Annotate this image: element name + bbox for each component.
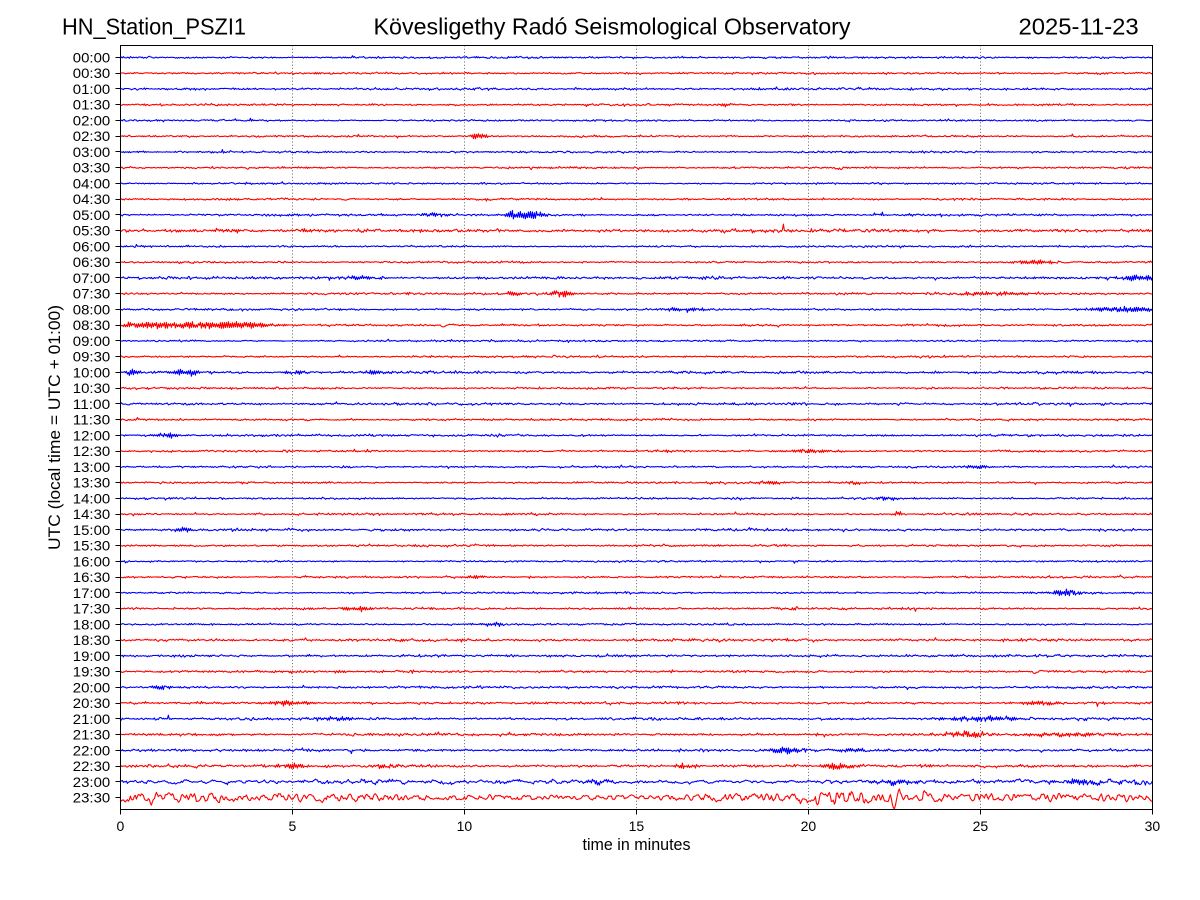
svg-text:14:30: 14:30: [73, 506, 111, 522]
svg-text:10:30: 10:30: [73, 380, 111, 396]
svg-text:0: 0: [117, 818, 125, 834]
svg-text:09:00: 09:00: [73, 333, 111, 349]
svg-text:07:30: 07:30: [73, 286, 111, 302]
svg-text:HN_Station_PSZI1: HN_Station_PSZI1: [62, 14, 246, 40]
svg-text:13:30: 13:30: [73, 475, 111, 491]
svg-text:15:30: 15:30: [73, 538, 111, 554]
svg-text:20:00: 20:00: [73, 679, 111, 695]
svg-text:05:00: 05:00: [73, 207, 111, 223]
svg-text:22:30: 22:30: [73, 758, 111, 774]
svg-text:17:30: 17:30: [73, 601, 111, 617]
svg-text:22:00: 22:00: [73, 742, 111, 758]
svg-text:03:30: 03:30: [73, 160, 111, 176]
svg-text:06:30: 06:30: [73, 254, 111, 270]
svg-text:UTC (local time = UTC + 01:00): UTC (local time = UTC + 01:00): [46, 305, 64, 550]
svg-text:04:30: 04:30: [73, 191, 111, 207]
svg-text:19:00: 19:00: [73, 648, 111, 664]
svg-text:11:30: 11:30: [73, 412, 111, 428]
svg-text:09:30: 09:30: [73, 349, 111, 365]
svg-text:2025-11-23: 2025-11-23: [1019, 14, 1139, 40]
svg-text:17:00: 17:00: [73, 585, 111, 601]
svg-text:15:00: 15:00: [73, 522, 111, 538]
svg-text:05:30: 05:30: [73, 223, 111, 239]
svg-text:15: 15: [629, 818, 645, 834]
svg-text:18:00: 18:00: [73, 616, 111, 632]
svg-text:14:00: 14:00: [73, 490, 111, 506]
svg-text:time in minutes: time in minutes: [583, 836, 691, 854]
svg-text:07:00: 07:00: [73, 270, 111, 286]
svg-text:16:30: 16:30: [73, 569, 111, 585]
svg-text:21:30: 21:30: [73, 727, 111, 743]
svg-text:00:30: 00:30: [73, 65, 111, 81]
svg-text:08:00: 08:00: [73, 301, 111, 317]
svg-text:00:00: 00:00: [73, 50, 111, 66]
svg-text:23:30: 23:30: [73, 790, 111, 806]
svg-text:10:00: 10:00: [73, 364, 111, 380]
svg-text:21:00: 21:00: [73, 711, 111, 727]
svg-text:30: 30: [1145, 818, 1161, 834]
svg-text:04:00: 04:00: [73, 176, 111, 192]
svg-text:20:30: 20:30: [73, 695, 111, 711]
svg-text:13:00: 13:00: [73, 459, 111, 475]
svg-text:10: 10: [457, 818, 473, 834]
svg-text:11:00: 11:00: [73, 396, 111, 412]
svg-text:01:30: 01:30: [73, 97, 111, 113]
svg-text:Kövesligethy Radó Seismologica: Kövesligethy Radó Seismological Observat…: [374, 14, 851, 40]
svg-text:08:30: 08:30: [73, 317, 111, 333]
svg-text:18:30: 18:30: [73, 632, 111, 648]
svg-text:12:00: 12:00: [73, 427, 111, 443]
svg-text:06:00: 06:00: [73, 238, 111, 254]
svg-text:19:30: 19:30: [73, 664, 111, 680]
svg-text:23:00: 23:00: [73, 774, 111, 790]
svg-text:02:30: 02:30: [73, 128, 111, 144]
svg-text:5: 5: [289, 818, 297, 834]
svg-text:20: 20: [801, 818, 817, 834]
svg-text:02:00: 02:00: [73, 113, 111, 129]
svg-text:03:00: 03:00: [73, 144, 111, 160]
svg-text:16:00: 16:00: [73, 553, 111, 569]
svg-text:25: 25: [973, 818, 989, 834]
svg-text:12:30: 12:30: [73, 443, 111, 459]
svg-text:01:00: 01:00: [73, 81, 111, 97]
